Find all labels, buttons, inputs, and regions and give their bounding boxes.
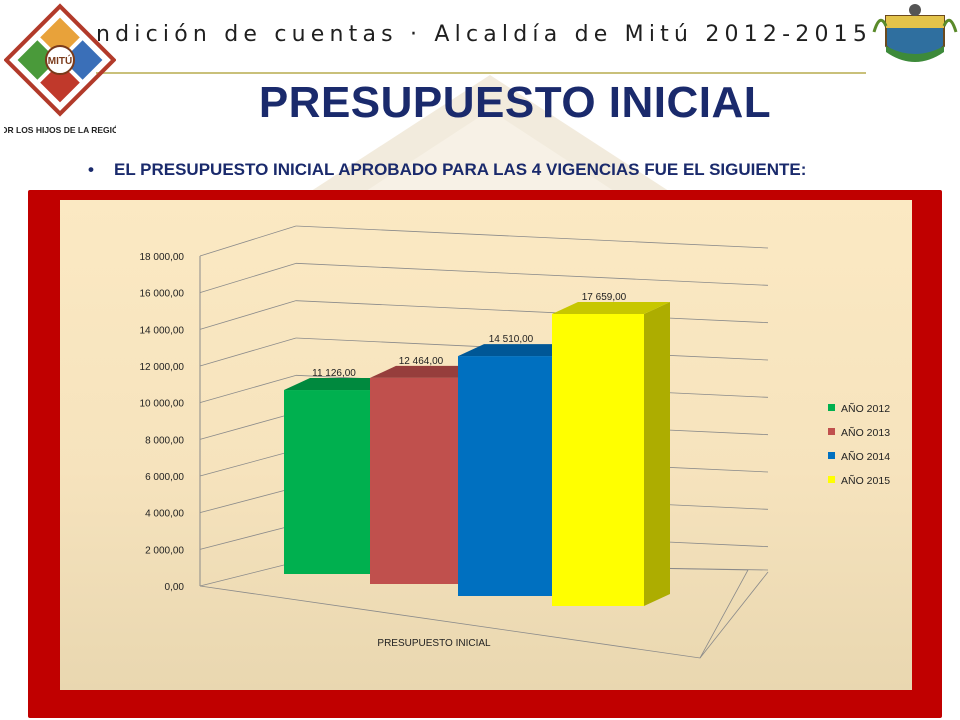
data-label: 14 510,00 — [489, 334, 534, 345]
page-title: PRESUPUESTO INICIAL — [258, 78, 772, 127]
coat-of-arms-icon — [872, 4, 958, 62]
budget-bar-chart: 0,00 2 000,00 4 000,00 6 000,00 8 000,00 10 0… — [140, 225, 890, 659]
bullet-label: EL PRESUPUESTO INICIAL APROBADO PARA LAS… — [114, 160, 807, 179]
left-wall-gridline — [199, 486, 297, 514]
logo-caption: POR LOS HIJOS DE LA REGIÓN — [4, 124, 116, 135]
bar-top-4 — [552, 302, 670, 314]
watermark-emblem — [305, 75, 675, 195]
bar-ano-2013 — [370, 377, 460, 584]
y-tick-label: 10 000,00 — [140, 399, 185, 410]
y-tick-label: 4 000,00 — [145, 509, 184, 520]
y-tick-label: 16 000,00 — [140, 289, 185, 300]
y-tick-label: 6 000,00 — [145, 472, 184, 483]
bar-ano-2015 — [552, 314, 644, 606]
y-tick-label: 0,00 — [165, 582, 185, 593]
legend-swatch — [828, 452, 835, 459]
left-wall-gridline — [199, 412, 297, 440]
back-wall-gridline — [295, 300, 769, 324]
legend-label: AÑO 2014 — [841, 450, 890, 463]
left-wall-gridline — [199, 449, 297, 477]
data-label: 17 659,00 — [582, 292, 627, 303]
back-wall-gridline — [295, 225, 769, 249]
legend-label: AÑO 2012 — [841, 402, 890, 415]
bar-top-1 — [284, 378, 398, 391]
logo-label: MITÚ — [48, 54, 72, 67]
back-wall-gridline — [295, 262, 769, 286]
x-axis-label: PRESUPUESTO INICIAL — [377, 638, 491, 649]
header-band: ndición de cuentas · Alcaldía de Mitú 20… — [0, 0, 960, 75]
left-wall-gridline — [199, 561, 297, 587]
legend-swatch — [828, 476, 835, 483]
header-title: ndición de cuentas · Alcaldía de Mitú 20… — [96, 22, 873, 47]
bullet-text: • EL PRESUPUESTO INICIAL APROBADO PARA LA… — [88, 160, 948, 180]
bar-top-2 — [370, 365, 486, 378]
bar-top-3 — [458, 344, 578, 357]
legend-swatch — [828, 404, 835, 411]
floor-right-edge — [699, 571, 769, 659]
data-label: 12 464,00 — [399, 356, 444, 367]
bullet-dot: • — [88, 160, 94, 179]
y-tick-label: 2 000,00 — [145, 545, 184, 556]
municipality-logo: MITÚ POR LOS HIJOS DE LA REGIÓN — [4, 3, 116, 135]
left-wall-gridline — [199, 300, 297, 330]
y-tick-label: 12 000,00 — [140, 362, 185, 373]
left-wall-gridline — [199, 374, 297, 404]
left-wall-gridline — [199, 225, 297, 257]
header-divider — [96, 72, 866, 74]
legend-label: AÑO 2015 — [841, 474, 890, 487]
bar-ano-2014 — [458, 356, 552, 596]
legend-label: AÑO 2013 — [841, 426, 890, 439]
y-tick-label: 14 000,00 — [140, 325, 185, 336]
y-tick-label: 18 000,00 — [140, 252, 185, 263]
bar-ano-2012 — [284, 390, 372, 574]
data-label: 11 126,00 — [312, 368, 356, 379]
legend-swatch — [828, 428, 835, 435]
y-tick-label: 8 000,00 — [145, 435, 184, 446]
left-wall-gridline — [199, 337, 297, 367]
left-wall-gridline — [199, 524, 297, 550]
left-wall-gridline — [199, 262, 297, 294]
bar-side-4 — [644, 302, 670, 606]
